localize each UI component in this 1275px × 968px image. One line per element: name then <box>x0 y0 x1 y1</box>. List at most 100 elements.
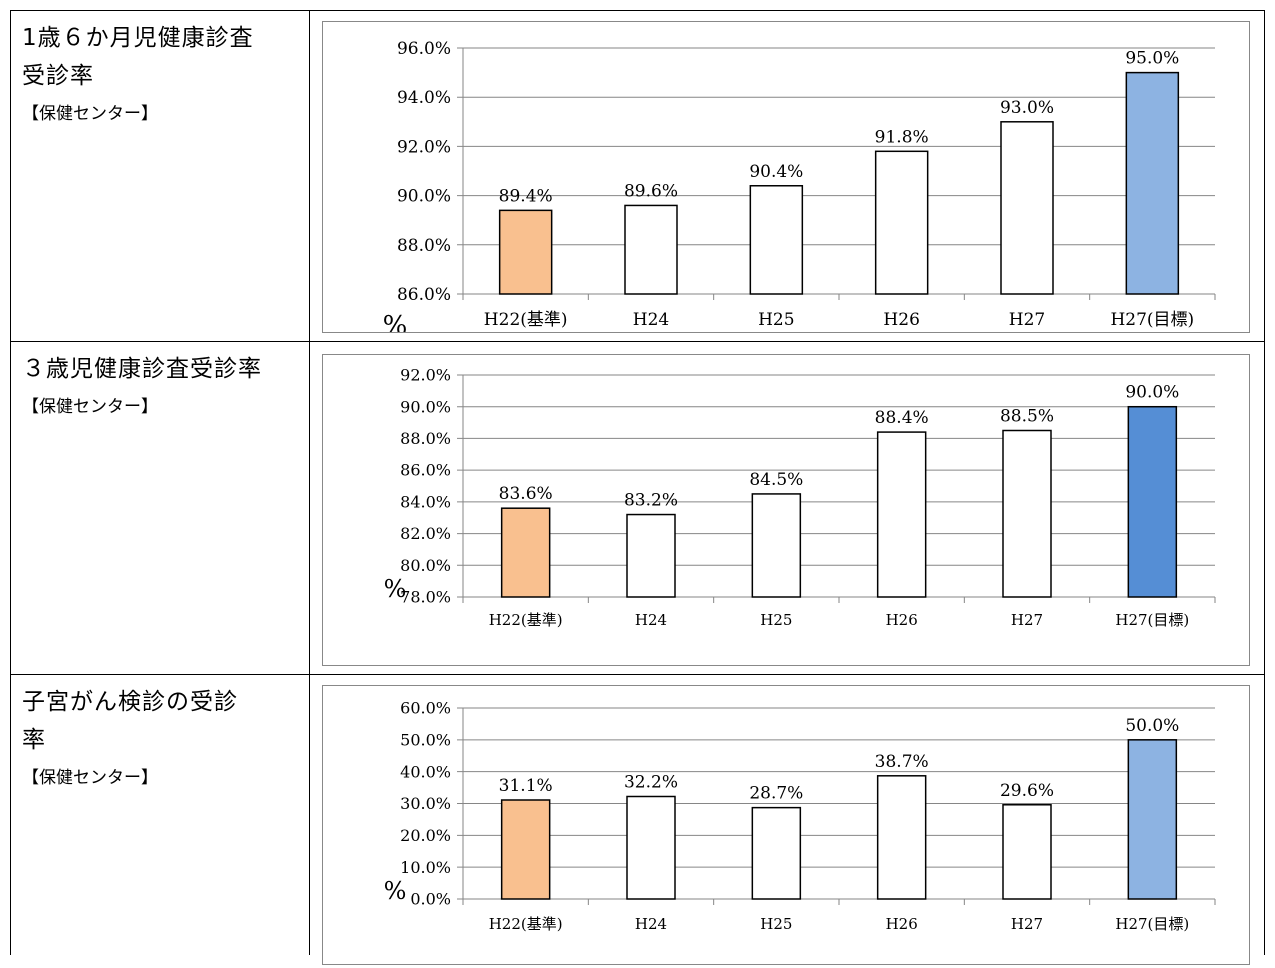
row-label-cell: ３歳児健康診査受診率 【保健センター】 <box>10 341 310 675</box>
data-label: 89.6% <box>624 181 678 201</box>
y-tick-label: 86.0% <box>397 285 451 305</box>
bar <box>1002 804 1052 900</box>
x-category-label: H22(基準) <box>484 310 568 330</box>
y-tick-label: 80.0% <box>400 556 451 575</box>
chart-cell: 86.0% 88.0% 90.0% 92.0% 94.0% 96.0% 89.4% H22(基… <box>309 10 1265 342</box>
bar <box>751 806 802 900</box>
row-title: 1歳６か月児健康診査 受診率 <box>22 19 309 95</box>
data-label: 93.0% <box>1000 98 1054 118</box>
y-tick-label: 90.0% <box>397 187 451 207</box>
x-category-label: H25 <box>758 310 794 330</box>
y-tick-label: 94.0% <box>397 88 451 108</box>
data-label: 95.0% <box>1125 49 1179 69</box>
row-title-line: 率 <box>22 727 46 753</box>
row-subtitle: 【保健センター】 <box>22 104 158 124</box>
y-tick-label: 40.0% <box>400 762 451 781</box>
x-category-label: H27(目標) <box>1110 310 1194 330</box>
row-title: 子宮がん検診の受診 率 <box>22 683 309 759</box>
row-label-cell: 子宮がん検診の受診 率 【保健センター】 <box>10 674 310 955</box>
y-tick-label: 0.0% <box>410 890 451 909</box>
row-subtitle: 【保健センター】 <box>22 397 158 417</box>
bar <box>500 799 551 900</box>
row-title-line: 1歳６か月児健康診査 <box>22 25 254 51</box>
y-tick-label: 88.0% <box>400 429 451 448</box>
bar <box>876 775 927 900</box>
bar-chart-3: 0.0% 10.0% 20.0% 30.0% 40.0% 50.0% 60.0% 31.1% H… <box>384 699 1216 933</box>
bar <box>1000 121 1054 295</box>
data-label: 38.7% <box>875 752 929 772</box>
y-tick-label: 92.0% <box>397 137 451 157</box>
row-title-line: 受診率 <box>22 63 94 89</box>
bar <box>751 493 802 598</box>
layout-table: 1歳６か月児健康診査 受診率 【保健センター】 86.0% 88.0% 90.0% 9… <box>10 10 1265 965</box>
y-tick-label: 78.0% <box>400 588 451 607</box>
data-label: 88.4% <box>875 408 929 428</box>
y-tick-label: 30.0% <box>400 794 451 813</box>
y-tick-label: 10.0% <box>400 858 451 877</box>
row-label-cell: 1歳６か月児健康診査 受診率 【保健センター】 <box>10 10 310 342</box>
x-category-label: H24 <box>633 310 669 330</box>
bar <box>1127 405 1178 598</box>
data-label: 84.5% <box>749 470 803 490</box>
data-label: 50.0% <box>1125 716 1179 736</box>
bar <box>874 150 929 295</box>
x-category-label: H27(目標) <box>1115 915 1189 933</box>
y-tick-label: 92.0% <box>400 366 451 385</box>
x-category-label: H24 <box>635 915 667 933</box>
bar <box>1125 71 1180 295</box>
data-label: 31.1% <box>499 776 553 796</box>
x-category-label: H25 <box>760 915 792 933</box>
chart-cell: 0.0% 10.0% 20.0% 30.0% 40.0% 50.0% 60.0% 31.1% H… <box>309 674 1265 965</box>
y-tick-label: 82.0% <box>400 524 451 543</box>
y-tick-label: 60.0% <box>400 699 451 718</box>
x-category-label: H27(目標) <box>1115 611 1189 629</box>
x-category-label: H22(基準) <box>489 915 563 933</box>
chart-frame: 0.0% 10.0% 20.0% 30.0% 40.0% 50.0% 60.0% 31.1% H… <box>322 685 1250 965</box>
chart-cell: 78.0% 80.0% 82.0% 84.0% 86.0% 88.0% 90.0% 92.0%… <box>309 341 1265 675</box>
data-label: 83.6% <box>499 484 553 504</box>
y-tick-label: 96.0% <box>397 39 451 59</box>
data-label: 88.5% <box>1000 407 1054 427</box>
bar <box>624 204 678 295</box>
y-tick-label: 88.0% <box>397 236 451 256</box>
y-axis-unit-label: % <box>383 311 408 332</box>
y-tick-label: 86.0% <box>400 461 451 480</box>
data-label: 28.7% <box>749 784 803 804</box>
bar <box>1002 429 1052 598</box>
bar <box>749 185 804 295</box>
x-category-label: H26 <box>883 310 919 330</box>
bar <box>498 209 553 295</box>
y-tick-label: 20.0% <box>400 826 451 845</box>
x-category-label: H27 <box>1011 611 1043 629</box>
x-category-label: H26 <box>886 611 918 629</box>
y-tick-label: 50.0% <box>400 730 451 749</box>
x-category-label: H27 <box>1011 915 1043 933</box>
bar <box>876 431 927 598</box>
data-label: 89.4% <box>499 186 553 206</box>
row-title: ３歳児健康診査受診率 <box>22 350 309 388</box>
x-category-label: H27 <box>1009 310 1045 330</box>
row-subtitle: 【保健センター】 <box>22 768 158 788</box>
y-tick-label: 90.0% <box>400 397 451 416</box>
bar <box>1127 739 1178 900</box>
data-label: 91.8% <box>875 127 929 147</box>
x-category-label: H25 <box>760 611 792 629</box>
x-category-label: H26 <box>886 915 918 933</box>
data-label: 83.2% <box>624 491 678 511</box>
x-category-label: H24 <box>635 611 667 629</box>
data-label: 90.0% <box>1125 383 1179 403</box>
chart-frame: 78.0% 80.0% 82.0% 84.0% 86.0% 88.0% 90.0% 92.0%… <box>322 354 1250 666</box>
bar <box>626 513 676 598</box>
x-category-label: H22(基準) <box>489 611 563 629</box>
data-label: 90.4% <box>749 162 803 182</box>
row-title-line: 子宮がん検診の受診 <box>22 689 238 715</box>
y-tick-label: 84.0% <box>400 492 451 511</box>
bar-chart-1: 86.0% 88.0% 90.0% 92.0% 94.0% 96.0% 89.4% H22(基… <box>383 39 1216 341</box>
bar <box>500 507 551 598</box>
row-title-line: ３歳児健康診査受診率 <box>22 356 262 382</box>
data-label: 32.2% <box>624 772 678 792</box>
chart-frame: 86.0% 88.0% 90.0% 92.0% 94.0% 96.0% 89.4% H22(基… <box>322 21 1250 341</box>
y-axis-unit-label: % <box>384 877 407 905</box>
bar-chart-2: 78.0% 80.0% 82.0% 84.0% 86.0% 88.0% 90.0% 92.0%… <box>384 366 1216 629</box>
y-axis-unit-label: % <box>384 575 407 603</box>
